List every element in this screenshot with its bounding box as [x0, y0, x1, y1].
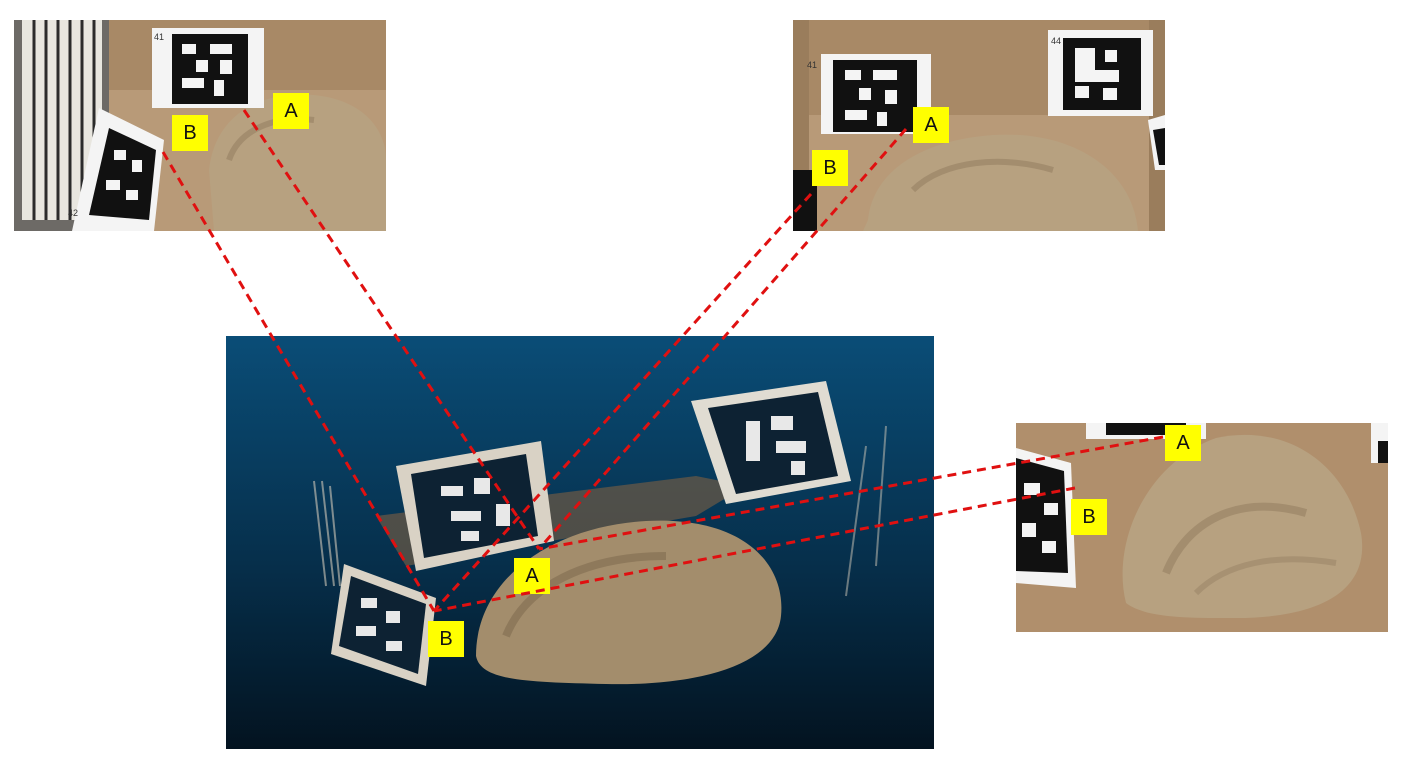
aruco-marker-icon — [1016, 448, 1076, 588]
point-cloud-view — [226, 336, 934, 749]
aruco-marker-41-icon — [152, 28, 264, 108]
aruco-marker-41-icon — [821, 54, 931, 134]
label-a-top-left: A — [273, 93, 309, 129]
label-b-top-left: B — [172, 115, 208, 151]
label-a-top-right: A — [913, 107, 949, 143]
aruco-marker-42-icon — [72, 108, 164, 231]
point-cloud-image — [226, 336, 934, 749]
aruco-marker-44-icon — [1048, 30, 1153, 116]
marker-number: 41 — [807, 60, 817, 70]
label-b-top-right: B — [812, 150, 848, 186]
marker-number: 42 — [68, 208, 78, 218]
marker-number: 41 — [154, 32, 164, 42]
label-b-point-cloud: B — [428, 621, 464, 657]
photo-top-right: 41 44 — [793, 20, 1165, 231]
label-a-right: A — [1165, 425, 1201, 461]
label-b-right: B — [1071, 499, 1107, 535]
marker-number: 44 — [1051, 36, 1061, 46]
photo-top-right-image: 41 44 — [793, 20, 1165, 231]
label-a-point-cloud: A — [514, 558, 550, 594]
